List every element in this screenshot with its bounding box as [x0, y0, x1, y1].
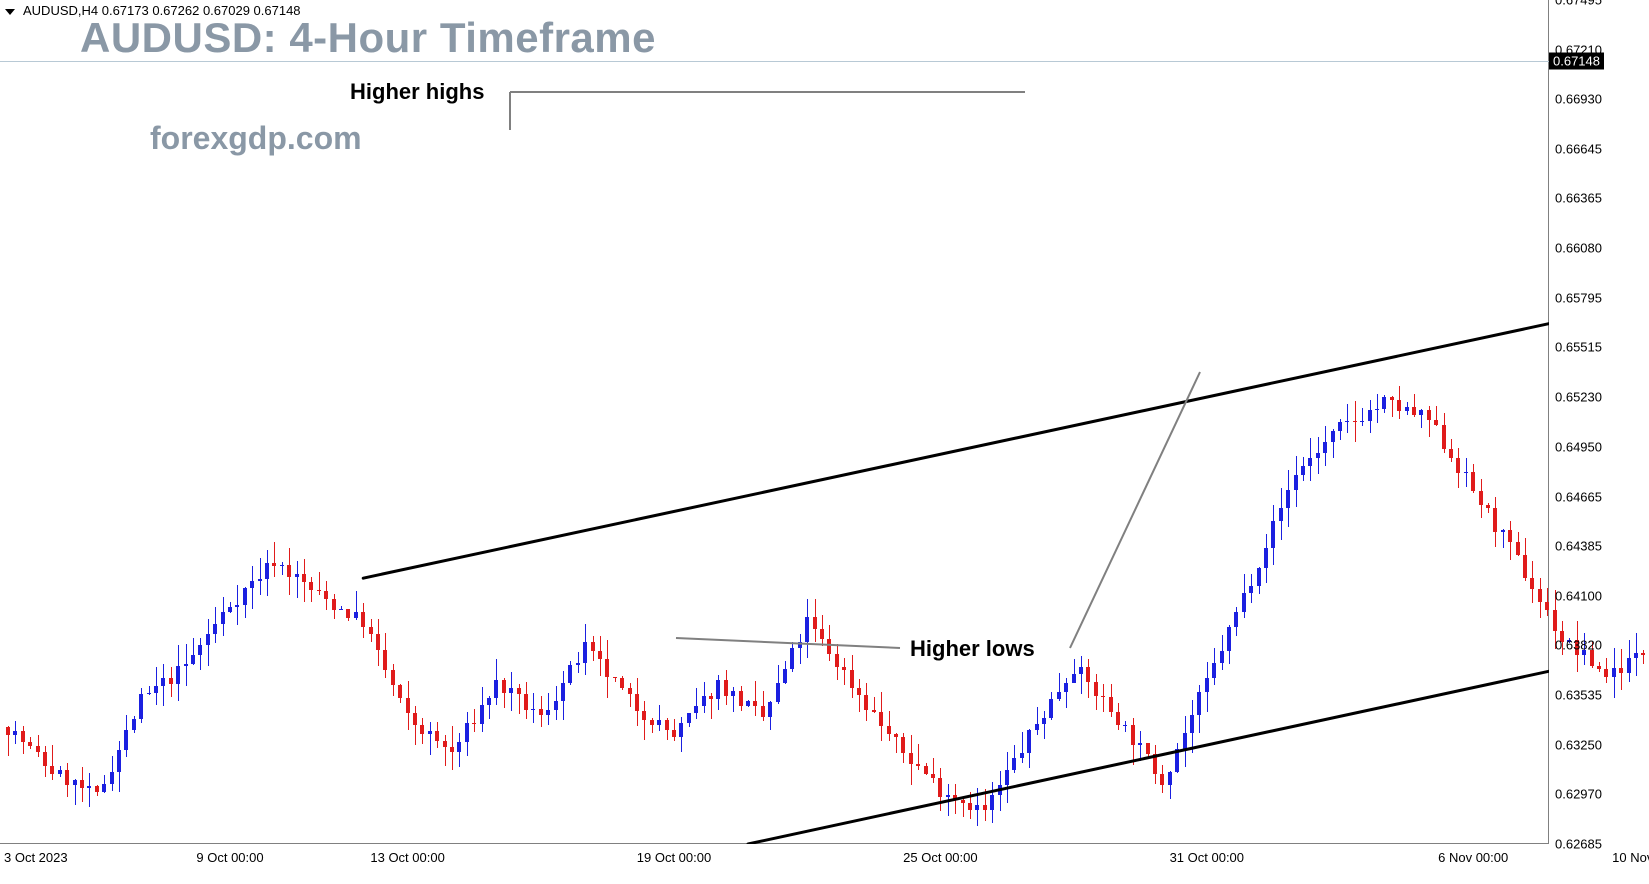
y-axis-tick: 0.62970 [1555, 786, 1602, 801]
y-axis-tick: 0.64665 [1555, 489, 1602, 504]
x-axis-tick: 6 Nov 00:00 [1438, 850, 1508, 865]
y-axis-tick: 0.63535 [1555, 687, 1602, 702]
watermark-text: forexgdp.com [150, 120, 362, 157]
y-axis-tick: 0.63820 [1555, 637, 1602, 652]
y-axis-tick: 0.62685 [1555, 837, 1602, 852]
annotation-higher-lows-label: Higher lows [910, 636, 1035, 662]
y-axis: 0.626850.629700.632500.635350.638200.641… [1549, 0, 1649, 844]
x-axis-tick: 31 Oct 00:00 [1170, 850, 1244, 865]
x-axis-tick: 19 Oct 00:00 [637, 850, 711, 865]
chevron-down-icon[interactable] [4, 5, 16, 23]
x-axis: 3 Oct 2023 9 Oct 00:00 13 Oct 00:00 19 Oct … [0, 846, 1549, 884]
y-axis-tick: 0.66645 [1555, 142, 1602, 157]
y-axis-tick: 0.65515 [1555, 340, 1602, 355]
y-axis-tick: 0.66930 [1555, 92, 1602, 107]
x-axis-tick: 13 Oct 00:00 [370, 850, 444, 865]
chart-title: AUDUSD: 4-Hour Timeframe [80, 14, 656, 62]
x-axis-tick: 10 Nov 00:00 [1612, 850, 1649, 865]
y-axis-tick: 0.67495 [1555, 0, 1602, 8]
y-axis-tick: 0.64950 [1555, 439, 1602, 454]
y-axis-tick: 0.63250 [1555, 737, 1602, 752]
x-axis-tick: 3 Oct 2023 [4, 850, 68, 865]
y-axis-tick: 0.64385 [1555, 538, 1602, 553]
current-price-tag: 0.67148 [1549, 52, 1604, 69]
y-axis-tick: 0.66080 [1555, 241, 1602, 256]
y-axis-tick: 0.65795 [1555, 291, 1602, 306]
annotation-higher-highs-label: Higher highs [350, 79, 484, 105]
y-axis-tick: 0.64100 [1555, 588, 1602, 603]
y-axis-tick: 0.65230 [1555, 390, 1602, 405]
y-axis-tick: 0.66365 [1555, 191, 1602, 206]
x-axis-tick: 9 Oct 00:00 [196, 850, 263, 865]
x-axis-tick: 25 Oct 00:00 [903, 850, 977, 865]
